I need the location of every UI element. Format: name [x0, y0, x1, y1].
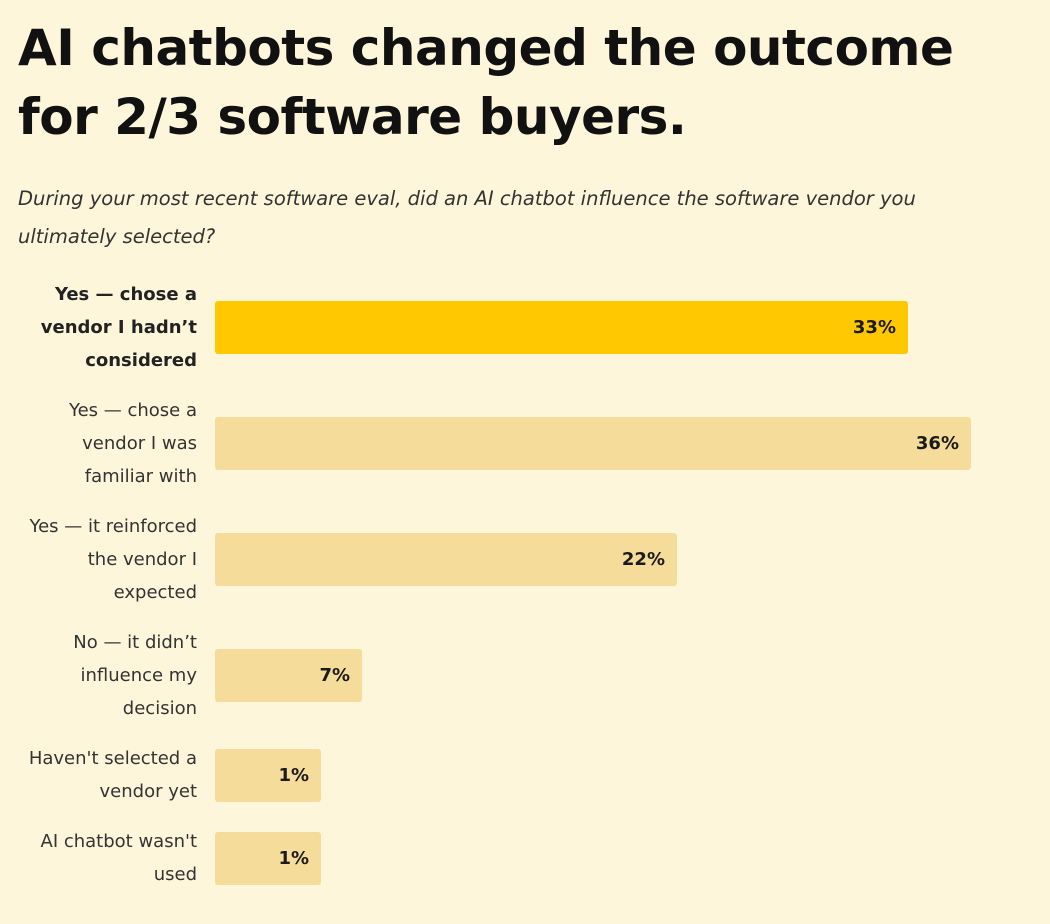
value-label: 7%	[319, 665, 350, 686]
value-label: 22%	[621, 549, 665, 570]
bar: 1%	[215, 748, 321, 802]
bar: 36%	[215, 417, 971, 470]
chart-subtitle: During your most recent software eval, d…	[18, 187, 916, 248]
value-label: 1%	[278, 764, 309, 786]
bar-row: Yes — chose a vendor I was familiar with…	[0, 394, 1050, 493]
value-label: 33%	[852, 317, 896, 338]
bar: 33%	[215, 301, 908, 354]
bar: 22%	[215, 533, 677, 586]
category-label: AI chatbot wasn't used	[40, 831, 198, 885]
bar-row: Yes — chose a vendor I hadn’t considered…	[0, 278, 1050, 377]
category-label: Yes — chose a vendor I hadn’t considered	[40, 284, 197, 371]
value-label: 1%	[278, 847, 309, 869]
bar-chart: Yes — chose a vendor I hadn’t considered…	[0, 278, 1050, 908]
bar: 1%	[215, 831, 321, 885]
bar-row: No — it didn’t influence my decision 7%	[0, 626, 1050, 725]
category-label: Yes — chose a vendor I was familiar with	[68, 400, 197, 487]
category-label: Haven't selected a vendor yet	[28, 748, 197, 802]
chart-title: AI chatbots changed the outcome for 2/3 …	[18, 19, 954, 146]
bar-row: AI chatbot wasn't used 1%	[0, 825, 1050, 891]
category-label: No — it didn’t influence my decision	[73, 632, 197, 719]
bar-row: Yes — it reinforced the vendor I expecte…	[0, 510, 1050, 609]
bar: 7%	[215, 649, 362, 702]
category-label: Yes — it reinforced the vendor I expecte…	[29, 516, 197, 603]
value-label: 36%	[915, 433, 959, 454]
bar-row: Haven't selected a vendor yet 1%	[0, 742, 1050, 808]
